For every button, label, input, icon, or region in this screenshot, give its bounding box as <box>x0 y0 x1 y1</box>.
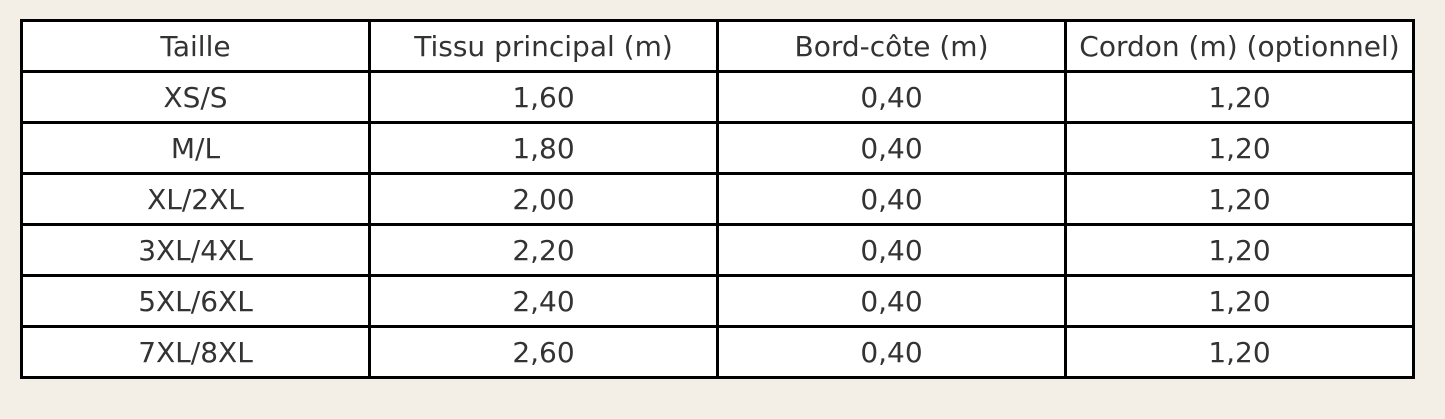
header-cell: Tissu principal (m) <box>368 19 719 73</box>
table: Taille Tissu principal (m) Bord-côte (m) Co… <box>20 19 1415 379</box>
table-body: XS/S 1,60 0,40 1,20 M/L 1,80 0,40 1,20 XL/2XL 2,0… <box>20 70 1415 379</box>
table-cell: 3XL/4XL <box>20 223 371 277</box>
table-cell: 0,40 <box>716 70 1067 124</box>
table-row: XS/S 1,60 0,40 1,20 <box>20 70 1415 124</box>
table-row: 7XL/8XL 2,60 0,40 1,20 <box>20 325 1415 379</box>
table-cell: XL/2XL <box>20 172 371 226</box>
table-cell: M/L <box>20 121 371 175</box>
table-row: 3XL/4XL 2,20 0,40 1,20 <box>20 223 1415 277</box>
header-cell: Cordon (m) (optionnel) <box>1064 19 1415 73</box>
table-cell: 0,40 <box>716 325 1067 379</box>
table-cell: 1,80 <box>368 121 719 175</box>
table-cell: 0,40 <box>716 274 1067 328</box>
table-cell: 0,40 <box>716 172 1067 226</box>
table-row: XL/2XL 2,00 0,40 1,20 <box>20 172 1415 226</box>
table-cell: 0,40 <box>716 223 1067 277</box>
table-cell: 1,20 <box>1064 325 1415 379</box>
table-cell: 2,40 <box>368 274 719 328</box>
table-row: M/L 1,80 0,40 1,20 <box>20 121 1415 175</box>
table-cell: 1,20 <box>1064 172 1415 226</box>
table-row: 5XL/6XL 2,40 0,40 1,20 <box>20 274 1415 328</box>
table-cell: 2,20 <box>368 223 719 277</box>
table-cell: XS/S <box>20 70 371 124</box>
table-cell: 1,60 <box>368 70 719 124</box>
table-cell: 7XL/8XL <box>20 325 371 379</box>
table-cell: 2,60 <box>368 325 719 379</box>
table-cell: 2,00 <box>368 172 719 226</box>
header-row: Taille Tissu principal (m) Bord-côte (m) Co… <box>20 19 1415 73</box>
table-cell: 1,20 <box>1064 121 1415 175</box>
table-cell: 1,20 <box>1064 274 1415 328</box>
header-cell: Bord-côte (m) <box>716 19 1067 73</box>
header-cell: Taille <box>20 19 371 73</box>
table-cell: 1,20 <box>1064 223 1415 277</box>
table-cell: 1,20 <box>1064 70 1415 124</box>
table-cell: 5XL/6XL <box>20 274 371 328</box>
table-cell: 0,40 <box>716 121 1067 175</box>
